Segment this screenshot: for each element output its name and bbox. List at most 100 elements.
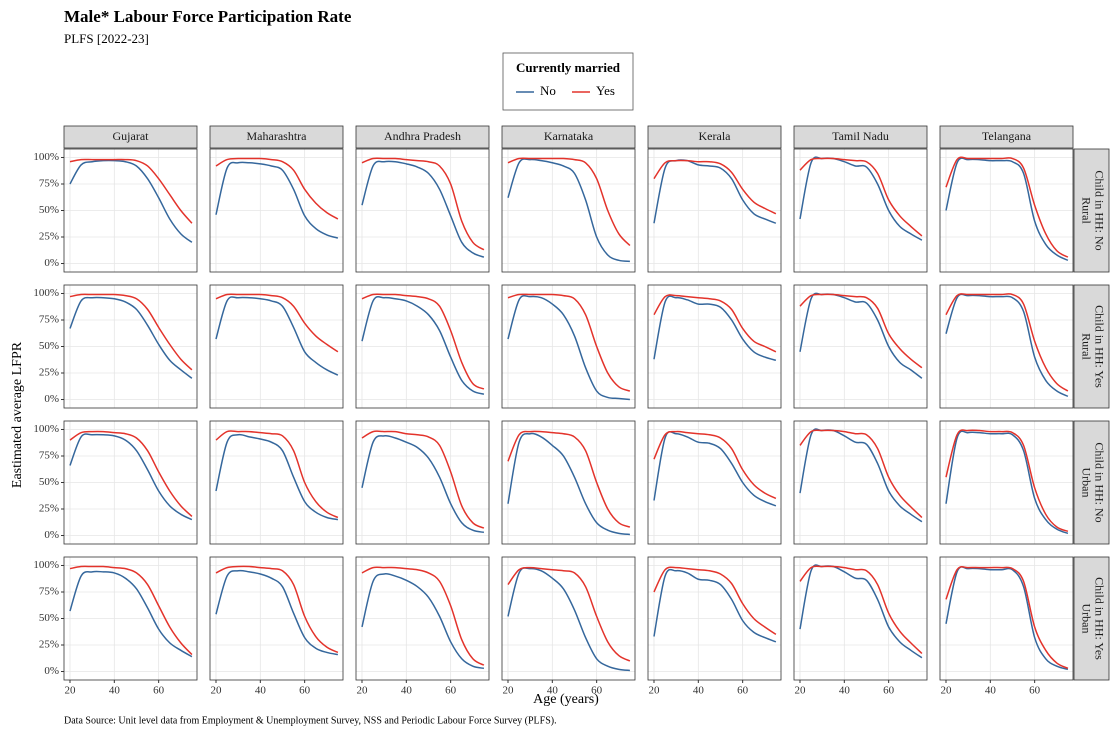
x-tick-label: 60 xyxy=(153,685,165,697)
y-tick-label: 0% xyxy=(44,665,59,677)
series-line xyxy=(653,430,777,507)
panel-border xyxy=(355,556,490,681)
series-line xyxy=(507,294,630,401)
panel-border xyxy=(793,420,928,545)
series-line xyxy=(507,566,631,662)
series-line xyxy=(69,293,193,371)
row-strip xyxy=(1073,148,1110,273)
x-tick-label: 60 xyxy=(737,685,749,697)
series-line xyxy=(507,157,631,247)
series-line xyxy=(361,293,485,390)
series-line xyxy=(945,156,1069,258)
column-strip-label: Karnataka xyxy=(544,129,594,143)
series-line xyxy=(361,566,485,666)
series-line xyxy=(215,430,339,519)
series-line xyxy=(945,566,1069,671)
legend-label: No xyxy=(540,83,556,98)
x-tick-label: 60 xyxy=(445,685,457,697)
y-tick-label: 50% xyxy=(39,612,59,624)
panel-border xyxy=(501,420,636,545)
series-line xyxy=(361,573,485,670)
series-line xyxy=(215,565,339,654)
panel-border xyxy=(939,420,1074,545)
series-line xyxy=(945,566,1069,670)
series-line xyxy=(653,568,777,643)
panel-border xyxy=(355,148,490,273)
series-line xyxy=(653,566,777,636)
series-line xyxy=(507,430,631,528)
row-strip-label: Child in HH: No xyxy=(1092,442,1106,522)
series-line xyxy=(653,159,777,215)
row-strip-label: Rural xyxy=(1079,333,1093,360)
column-strip xyxy=(647,125,782,149)
column-strip xyxy=(209,125,344,149)
column-strip-label: Andhra Pradesh xyxy=(384,129,461,143)
row-strip-label: Rural xyxy=(1079,197,1093,224)
x-tick-label: 40 xyxy=(839,685,851,697)
y-tick-label: 100% xyxy=(33,423,59,435)
y-tick-label: 75% xyxy=(39,586,59,598)
series-line xyxy=(945,293,1069,398)
x-tick-label: 20 xyxy=(794,685,806,697)
series-line xyxy=(69,158,193,224)
y-axis-label: Eastimated average LFPR xyxy=(10,341,25,488)
series-line xyxy=(945,157,1069,262)
column-strip xyxy=(793,125,928,149)
panel-border xyxy=(647,556,782,681)
series-line xyxy=(799,157,923,237)
series-line xyxy=(69,159,193,243)
series-line xyxy=(653,430,777,500)
y-tick-label: 75% xyxy=(39,314,59,326)
series-line xyxy=(69,565,193,656)
y-tick-label: 50% xyxy=(39,340,59,352)
series-line xyxy=(215,293,339,353)
y-tick-label: 100% xyxy=(33,151,59,163)
y-tick-label: 25% xyxy=(39,367,59,379)
series-line xyxy=(799,565,923,655)
x-tick-label: 20 xyxy=(940,685,952,697)
x-tick-label: 40 xyxy=(109,685,121,697)
x-tick-label: 40 xyxy=(547,685,559,697)
panel-border xyxy=(939,556,1074,681)
source-note: Data Source: Unit level data from Employ… xyxy=(64,715,557,726)
row-strip-label: Child in HH: Yes xyxy=(1092,305,1106,388)
column-strip-label: Gujarat xyxy=(113,129,150,143)
column-strip xyxy=(939,125,1074,149)
y-tick-label: 75% xyxy=(39,450,59,462)
series-line xyxy=(361,430,485,529)
series-line xyxy=(507,293,631,392)
panel-border xyxy=(793,284,928,409)
series-line xyxy=(69,296,193,379)
column-strip xyxy=(501,125,636,149)
series-line xyxy=(507,158,630,263)
column-strip-label: Kerala xyxy=(699,129,732,143)
series-line xyxy=(507,567,630,672)
x-tick-label: 20 xyxy=(502,685,514,697)
panel-border xyxy=(647,284,782,409)
panel-border xyxy=(939,284,1074,409)
series-line xyxy=(215,569,339,656)
x-tick-label: 60 xyxy=(883,685,895,697)
panel-border xyxy=(501,556,636,681)
column-strip-label: Maharashtra xyxy=(247,129,308,143)
series-line xyxy=(361,434,485,534)
row-strip xyxy=(1073,556,1110,681)
x-tick-label: 20 xyxy=(64,685,76,697)
series-line xyxy=(945,293,1069,392)
x-tick-label: 60 xyxy=(591,685,603,697)
series-line xyxy=(215,433,339,521)
panel-border xyxy=(209,556,344,681)
series-line xyxy=(945,430,1069,535)
panel-border xyxy=(647,420,782,545)
panel-border xyxy=(793,556,928,681)
x-tick-label: 20 xyxy=(356,685,368,697)
panel-border xyxy=(355,420,490,545)
panel-border xyxy=(209,284,344,409)
panel-border xyxy=(501,284,636,409)
x-tick-label: 40 xyxy=(401,685,413,697)
x-tick-label: 20 xyxy=(648,685,660,697)
panel-border xyxy=(647,148,782,273)
y-tick-label: 25% xyxy=(39,231,59,243)
row-strip-label: Child in HH: Yes xyxy=(1092,577,1106,660)
